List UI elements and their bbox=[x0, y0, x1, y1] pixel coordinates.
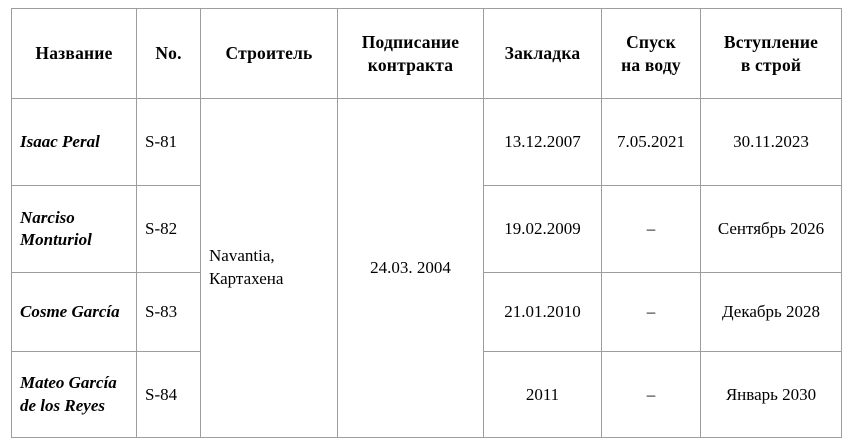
laid-down-date-label: 2011 bbox=[525, 384, 560, 404]
column-header-contract-signing-line1: Подписание bbox=[361, 32, 460, 53]
column-header-number: No. bbox=[136, 8, 201, 99]
cell-ship-name: Cosme García bbox=[11, 272, 137, 352]
cell-commissioned-date: Декабрь 2028 bbox=[700, 272, 842, 352]
builder-line2: Картахена bbox=[209, 269, 284, 288]
ship-name-line1: Isaac Peral bbox=[20, 131, 100, 151]
table-row: Cosme García S-83 21.01.2010 – Декабрь 2… bbox=[11, 272, 842, 352]
column-header-commissioned-line2: в строй bbox=[740, 54, 802, 75]
cell-hull-number: S-84 bbox=[136, 351, 201, 438]
column-header-builder-label: Строитель bbox=[225, 43, 313, 64]
column-header-launched-line1: Спуск bbox=[626, 32, 676, 53]
builder-line1: Navantia, bbox=[209, 246, 275, 266]
table-header: Название No. Строитель Подписание контра… bbox=[11, 8, 842, 99]
cell-launched-date: 7.05.2021 bbox=[601, 98, 701, 186]
column-header-launched: Спуск на воду bbox=[601, 8, 701, 99]
hull-number-label: S-84 bbox=[145, 384, 178, 404]
cell-commissioned-date: Январь 2030 bbox=[700, 351, 842, 438]
submarine-specifications-table: Название No. Строитель Подписание контра… bbox=[11, 8, 842, 438]
table-row: Mateo García de los Reyes S-84 2011 – Ян… bbox=[11, 351, 842, 438]
table-row: Narciso Monturiol S-82 19.02.2009 – Сент… bbox=[11, 185, 842, 273]
commissioned-date-label: Сентябрь 2026 bbox=[717, 219, 825, 238]
cell-launched-date: – bbox=[601, 185, 701, 273]
cell-laid-down-date: 13.12.2007 bbox=[483, 98, 602, 186]
column-header-commissioned-line1: Вступление bbox=[723, 32, 819, 53]
contract-date-label: 24.03. 2004 bbox=[370, 258, 451, 277]
ship-name-line1: Narciso bbox=[20, 207, 75, 227]
laid-down-date-label: 19.02.2009 bbox=[504, 219, 581, 238]
table-body: Isaac Peral S-81 Navantia, Картахена 24.… bbox=[11, 98, 842, 438]
cell-commissioned-date: 30.11.2023 bbox=[700, 98, 842, 186]
ship-name-line2: Monturiol bbox=[20, 230, 92, 249]
launched-date-label: – bbox=[646, 384, 656, 404]
column-header-commissioned: Вступление в строй bbox=[700, 8, 842, 99]
cell-commissioned-date: Сентябрь 2026 bbox=[700, 185, 842, 273]
cell-launched-date: – bbox=[601, 351, 701, 438]
commissioned-date-label: 30.11.2023 bbox=[733, 132, 809, 151]
cell-laid-down-date: 2011 bbox=[483, 351, 602, 438]
header-row: Название No. Строитель Подписание контра… bbox=[11, 8, 842, 99]
cell-hull-number: S-83 bbox=[136, 272, 201, 352]
hull-number-label: S-81 bbox=[145, 132, 178, 151]
cell-ship-name: Narciso Monturiol bbox=[11, 185, 137, 273]
cell-contract-date-merged: 24.03. 2004 bbox=[337, 98, 484, 438]
cell-laid-down-date: 21.01.2010 bbox=[483, 272, 602, 352]
column-header-contract-signing-line2: контракта bbox=[367, 54, 454, 75]
cell-hull-number: S-82 bbox=[136, 185, 201, 273]
commissioned-date-label: Январь 2030 bbox=[725, 384, 817, 404]
table-row: Isaac Peral S-81 Navantia, Картахена 24.… bbox=[11, 98, 842, 438]
column-header-laid-down: Закладка bbox=[483, 8, 602, 99]
cell-builder-merged: Navantia, Картахена bbox=[200, 98, 338, 438]
column-header-name: Название bbox=[11, 8, 137, 99]
hull-number-label: S-82 bbox=[145, 219, 178, 238]
launched-date-label: – bbox=[646, 302, 656, 321]
cell-ship-name: Mateo García de los Reyes bbox=[11, 351, 137, 438]
column-header-launched-line2: на воду bbox=[621, 54, 681, 75]
launched-date-label: 7.05.2021 bbox=[617, 132, 685, 151]
column-header-contract-signing: Подписание контракта bbox=[337, 8, 484, 99]
hull-number-label: S-83 bbox=[145, 302, 178, 321]
launched-date-label: – bbox=[646, 219, 656, 238]
commissioned-date-label: Декабрь 2028 bbox=[721, 302, 821, 321]
column-header-number-label: No. bbox=[155, 43, 182, 64]
column-header-laid-down-label: Закладка bbox=[504, 43, 581, 64]
ship-name-line1: Cosme García bbox=[20, 301, 120, 321]
column-header-builder: Строитель bbox=[200, 8, 338, 99]
ship-name-line1: Mateo García bbox=[20, 373, 117, 393]
ship-name-line2: de los Reyes bbox=[20, 395, 105, 415]
cell-ship-name: Isaac Peral bbox=[11, 98, 137, 186]
column-header-name-label: Название bbox=[35, 43, 113, 64]
cell-laid-down-date: 19.02.2009 bbox=[483, 185, 602, 273]
cell-launched-date: – bbox=[601, 272, 701, 352]
laid-down-date-label: 21.01.2010 bbox=[504, 302, 581, 321]
cell-hull-number: S-81 bbox=[136, 98, 201, 186]
laid-down-date-label: 13.12.2007 bbox=[504, 132, 581, 151]
